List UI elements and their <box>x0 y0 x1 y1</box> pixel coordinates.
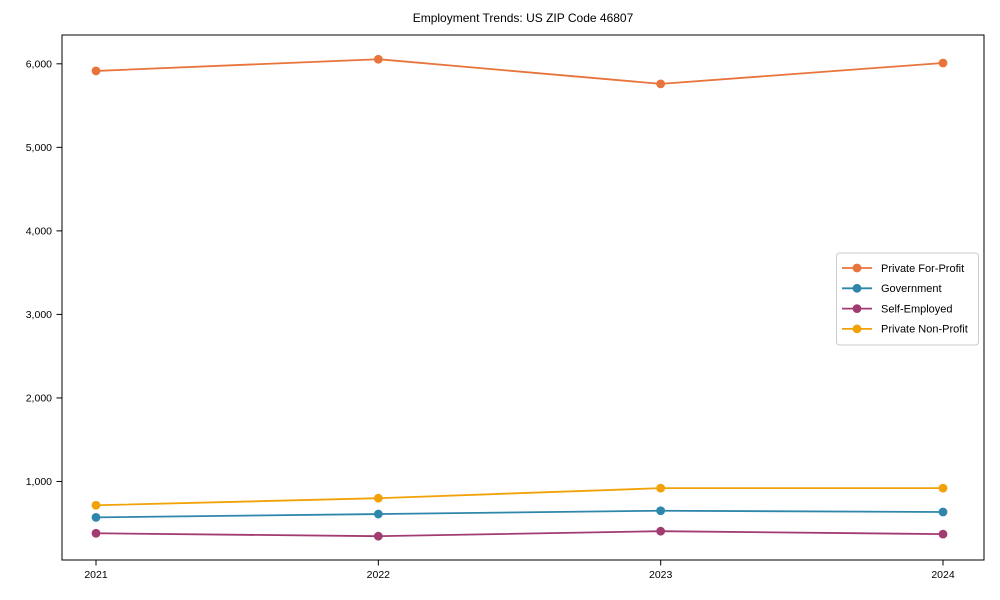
x-axis: 2021 2022 2023 2024 <box>84 560 955 581</box>
legend-marker-private-non-profit <box>852 324 862 334</box>
series-line-private-non-profit <box>95 487 943 507</box>
y-tick-label: 3,000 <box>26 309 52 321</box>
series-line-private-for-profit <box>95 58 944 85</box>
y-tick-label: 1,000 <box>26 476 52 488</box>
x-tick-label-2024: 2024 <box>931 569 955 581</box>
y-tick-label: 5,000 <box>26 142 52 154</box>
y-tick-label: 6,000 <box>26 59 52 71</box>
legend-label-self-employed: Self-Employed <box>881 303 953 315</box>
data-point-self-employed-2021 <box>91 528 101 538</box>
legend-marker-private-for-profit <box>852 263 862 273</box>
legend-label-private-for-profit: Private For-Profit <box>881 263 964 275</box>
data-point-government-2024 <box>938 507 948 517</box>
y-tick-label: 2,000 <box>26 393 52 405</box>
data-point-self-employed-2023 <box>656 526 666 536</box>
y-axis: 1,000 2,000 3,000 4,000 5,000 6,000 <box>26 59 62 488</box>
data-point-private-non-profit-2024 <box>938 483 948 493</box>
x-tick-label-2021: 2021 <box>84 569 108 581</box>
x-tick-label-2023: 2023 <box>649 569 673 581</box>
data-point-private-non-profit-2023 <box>656 483 666 493</box>
legend-label-private-non-profit: Private Non-Profit <box>881 324 968 336</box>
data-point-private-for-profit-2023 <box>656 79 666 89</box>
chart-title: Employment Trends: US ZIP Code 46807 <box>413 11 634 25</box>
legend-marker-self-employed <box>852 304 862 313</box>
series-group <box>91 54 948 541</box>
legend-box <box>836 252 979 346</box>
legend: Private For-Profit Government Self-Employe… <box>836 252 979 346</box>
plot-area <box>61 34 985 561</box>
data-point-self-employed-2024 <box>938 529 948 539</box>
data-point-private-non-profit-2022 <box>373 493 383 503</box>
data-point-private-for-profit-2024 <box>938 58 948 68</box>
data-point-private-for-profit-2022 <box>373 54 383 64</box>
data-point-private-non-profit-2021 <box>91 500 101 510</box>
data-point-private-for-profit-2021 <box>91 66 101 76</box>
data-point-government-2021 <box>91 512 101 522</box>
data-point-government-2022 <box>373 509 383 519</box>
legend-marker-government <box>852 283 862 293</box>
series-line-government <box>95 509 944 519</box>
data-point-self-employed-2022 <box>373 531 383 541</box>
data-point-government-2023 <box>656 506 666 516</box>
series-line-self-employed <box>95 530 944 538</box>
x-tick-label-2022: 2022 <box>367 569 391 581</box>
y-tick-label: 4,000 <box>26 226 52 238</box>
legend-label-government: Government <box>881 283 942 295</box>
